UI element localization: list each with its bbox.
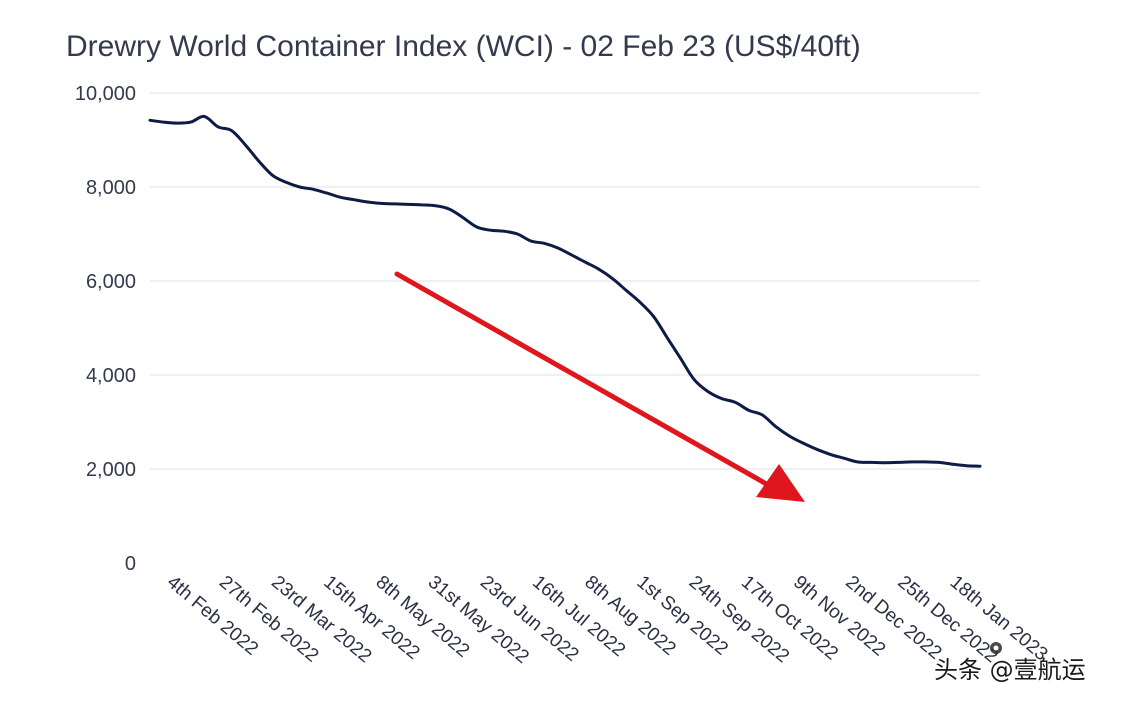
watermark-text: 头条 @壹航运 [934, 656, 1086, 684]
y-tick-label: 6,000 [86, 271, 136, 293]
trend-arrow-shaft [394, 271, 773, 489]
watermark-logo-icon [990, 642, 1002, 654]
series-line-wci [148, 114, 982, 468]
y-tick-label: 2,000 [86, 459, 136, 481]
chart-title: Drewry World Container Index (WCI) - 02 … [66, 30, 861, 63]
trend-arrow-head [756, 464, 805, 502]
y-axis-tick-labels: 10,000 8,000 6,000 4,000 2,000 0 [75, 83, 136, 575]
watermark: 头条 @壹航运 [934, 642, 1086, 684]
x-tick-label: 4th Feb 2022 [163, 572, 262, 660]
y-tick-label: 8,000 [86, 177, 136, 199]
series-layer [148, 114, 982, 468]
gridlines [150, 92, 980, 470]
annotation-layer [394, 271, 805, 502]
y-tick-label: 0 [125, 553, 136, 575]
y-tick-label: 10,000 [75, 83, 136, 105]
y-tick-label: 4,000 [86, 365, 136, 387]
